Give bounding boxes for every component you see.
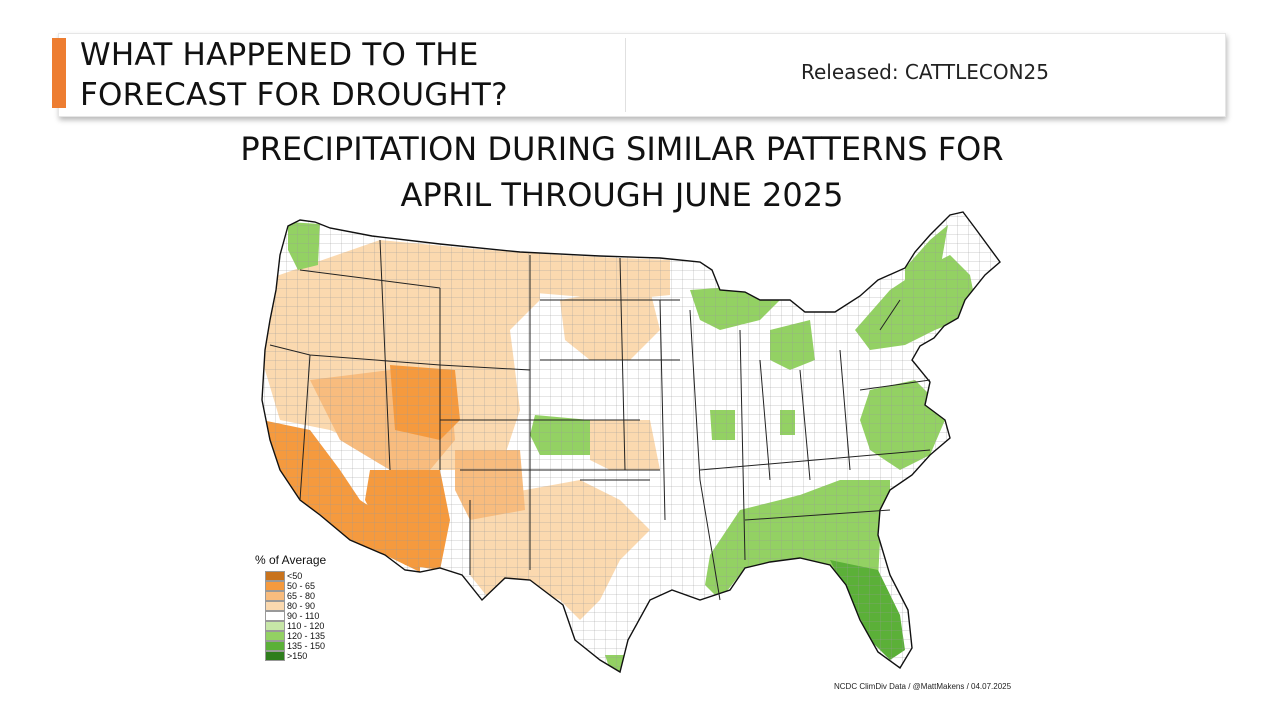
legend-item: 65 - 80 xyxy=(255,591,326,601)
legend-label: 120 - 135 xyxy=(287,631,326,641)
legend-swatch xyxy=(265,651,285,661)
legend-swatch xyxy=(265,601,285,611)
legend-item: >150 xyxy=(255,651,326,661)
legend-item: 80 - 90 xyxy=(255,601,326,611)
legend-item: <50 xyxy=(255,571,326,581)
legend-swatch xyxy=(265,621,285,631)
legend-swatch xyxy=(265,571,285,581)
legend-item: 120 - 135 xyxy=(255,631,326,641)
legend-item: 135 - 150 xyxy=(255,641,326,651)
header-divider xyxy=(625,38,626,112)
map-title: PRECIPITATION DURING SIMILAR PATTERNS FO… xyxy=(240,130,1004,214)
legend-label: <50 xyxy=(287,571,303,581)
slide-title: WHAT HAPPENED TO THE FORECAST FOR DROUGH… xyxy=(80,37,508,113)
legend-swatch xyxy=(265,591,285,601)
precipitation-map xyxy=(261,211,1001,673)
legend-swatch xyxy=(265,581,285,591)
legend-label: 90 - 110 xyxy=(287,611,320,621)
accent-bar xyxy=(52,38,66,108)
legend-item: 110 - 120 xyxy=(255,621,326,631)
legend-label: 135 - 150 xyxy=(287,641,326,651)
header-card xyxy=(58,33,1226,117)
legend-title: % of Average xyxy=(255,553,327,567)
data-credit: NCDC ClimDiv Data / @MattMakens / 04.07.… xyxy=(834,682,1012,691)
legend-label: 80 - 90 xyxy=(287,601,316,611)
state-borders xyxy=(269,239,931,601)
legend-item: 50 - 65 xyxy=(255,581,326,591)
legend-swatch xyxy=(265,611,285,621)
legend-label: 110 - 120 xyxy=(287,621,325,631)
map-legend: % of Average <50 50 - 65 65 - 80 80 - 90 90 … xyxy=(255,553,326,661)
legend-label: 50 - 65 xyxy=(287,581,316,591)
release-label: Released: CATTLECON25 xyxy=(800,60,1049,84)
legend-swatch xyxy=(265,631,285,641)
legend-swatch xyxy=(265,641,285,651)
legend-label: >150 xyxy=(287,651,308,661)
legend-item: 90 - 110 xyxy=(255,611,326,621)
legend-label: 65 - 80 xyxy=(287,591,316,601)
